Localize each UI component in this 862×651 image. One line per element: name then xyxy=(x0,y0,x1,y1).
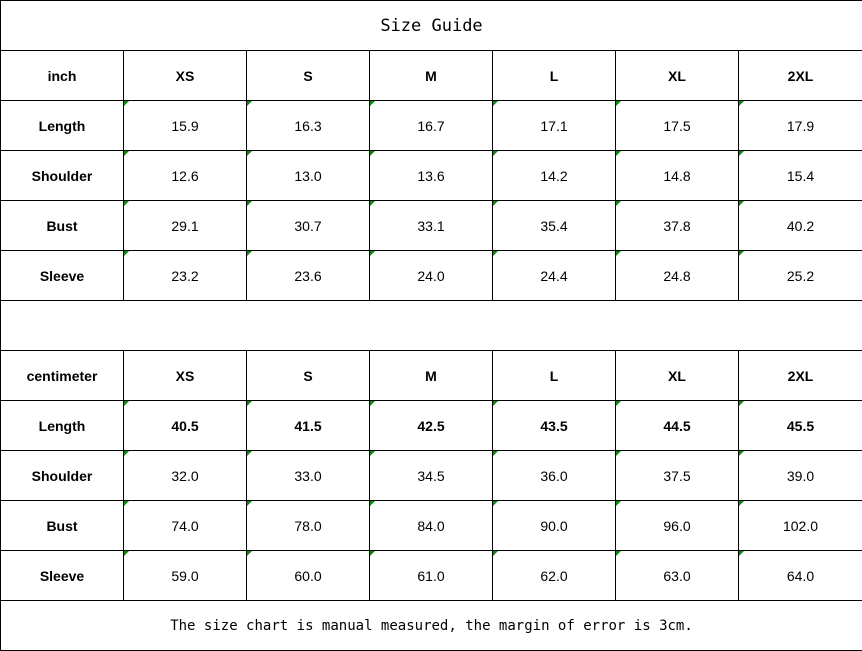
value-cell: 33.1 xyxy=(369,200,493,251)
size-header-m: M xyxy=(369,350,493,401)
size-header-l: L xyxy=(492,50,616,101)
table-title: Size Guide xyxy=(0,0,862,51)
value-cell: 30.7 xyxy=(246,200,370,251)
value-cell: 15.9 xyxy=(123,100,247,151)
row-label-length: Length xyxy=(0,100,124,151)
value-cell: 24.8 xyxy=(615,250,739,301)
value-cell: 24.4 xyxy=(492,250,616,301)
table-row: Bust 74.0 78.0 84.0 90.0 96.0 102.0 xyxy=(0,500,862,551)
value-cell: 37.8 xyxy=(615,200,739,251)
value-cell: 13.6 xyxy=(369,150,493,201)
unit-label: centimeter xyxy=(0,350,124,401)
size-header-s: S xyxy=(246,350,370,401)
value-cell: 15.4 xyxy=(738,150,862,201)
row-label-shoulder: Shoulder xyxy=(0,150,124,201)
value-cell: 102.0 xyxy=(738,500,862,551)
value-cell: 61.0 xyxy=(369,550,493,601)
value-cell: 33.0 xyxy=(246,450,370,501)
size-header-s: S xyxy=(246,50,370,101)
value-cell: 17.1 xyxy=(492,100,616,151)
centimeter-header-row: centimeter XS S M L XL 2XL xyxy=(0,350,862,401)
value-cell: 74.0 xyxy=(123,500,247,551)
value-cell: 64.0 xyxy=(738,550,862,601)
value-cell: 34.5 xyxy=(369,450,493,501)
table-row: Shoulder 12.6 13.0 13.6 14.2 14.8 15.4 xyxy=(0,150,862,201)
value-cell: 12.6 xyxy=(123,150,247,201)
table-row: Length 15.9 16.3 16.7 17.1 17.5 17.9 xyxy=(0,100,862,151)
title-row: Size Guide xyxy=(0,0,862,51)
size-header-xs: XS xyxy=(123,350,247,401)
value-cell: 17.9 xyxy=(738,100,862,151)
value-cell: 29.1 xyxy=(123,200,247,251)
spacer-row xyxy=(0,300,862,351)
value-cell: 59.0 xyxy=(123,550,247,601)
value-cell: 40.5 xyxy=(123,400,247,451)
value-cell: 17.5 xyxy=(615,100,739,151)
spacer-cell xyxy=(0,300,862,351)
value-cell: 40.2 xyxy=(738,200,862,251)
value-cell: 23.2 xyxy=(123,250,247,301)
size-header-m: M xyxy=(369,50,493,101)
value-cell: 39.0 xyxy=(738,450,862,501)
table-row: Shoulder 32.0 33.0 34.5 36.0 37.5 39.0 xyxy=(0,450,862,501)
unit-label: inch xyxy=(0,50,124,101)
value-cell: 14.2 xyxy=(492,150,616,201)
value-cell: 16.3 xyxy=(246,100,370,151)
size-header-xs: XS xyxy=(123,50,247,101)
table-row: Length 40.5 41.5 42.5 43.5 44.5 45.5 xyxy=(0,400,862,451)
value-cell: 42.5 xyxy=(369,400,493,451)
value-cell: 24.0 xyxy=(369,250,493,301)
size-header-xl: XL xyxy=(615,350,739,401)
size-header-xl: XL xyxy=(615,50,739,101)
footer-note: The size chart is manual measured, the m… xyxy=(0,600,862,651)
size-header-2xl: 2XL xyxy=(738,50,862,101)
row-label-length: Length xyxy=(0,400,124,451)
value-cell: 37.5 xyxy=(615,450,739,501)
table-row: Sleeve 23.2 23.6 24.0 24.4 24.8 25.2 xyxy=(0,250,862,301)
value-cell: 63.0 xyxy=(615,550,739,601)
value-cell: 43.5 xyxy=(492,400,616,451)
value-cell: 32.0 xyxy=(123,450,247,501)
table-row: Bust 29.1 30.7 33.1 35.4 37.8 40.2 xyxy=(0,200,862,251)
value-cell: 90.0 xyxy=(492,500,616,551)
value-cell: 78.0 xyxy=(246,500,370,551)
table-row: Sleeve 59.0 60.0 61.0 62.0 63.0 64.0 xyxy=(0,550,862,601)
size-header-2xl: 2XL xyxy=(738,350,862,401)
value-cell: 16.7 xyxy=(369,100,493,151)
value-cell: 23.6 xyxy=(246,250,370,301)
value-cell: 35.4 xyxy=(492,200,616,251)
value-cell: 62.0 xyxy=(492,550,616,601)
value-cell: 14.8 xyxy=(615,150,739,201)
row-label-bust: Bust xyxy=(0,500,124,551)
row-label-sleeve: Sleeve xyxy=(0,550,124,601)
value-cell: 60.0 xyxy=(246,550,370,601)
value-cell: 45.5 xyxy=(738,400,862,451)
value-cell: 25.2 xyxy=(738,250,862,301)
size-header-l: L xyxy=(492,350,616,401)
value-cell: 84.0 xyxy=(369,500,493,551)
value-cell: 96.0 xyxy=(615,500,739,551)
row-label-shoulder: Shoulder xyxy=(0,450,124,501)
value-cell: 44.5 xyxy=(615,400,739,451)
row-label-sleeve: Sleeve xyxy=(0,250,124,301)
footer-row: The size chart is manual measured, the m… xyxy=(0,600,862,651)
value-cell: 13.0 xyxy=(246,150,370,201)
value-cell: 36.0 xyxy=(492,450,616,501)
row-label-bust: Bust xyxy=(0,200,124,251)
value-cell: 41.5 xyxy=(246,400,370,451)
inch-header-row: inch XS S M L XL 2XL xyxy=(0,50,862,101)
